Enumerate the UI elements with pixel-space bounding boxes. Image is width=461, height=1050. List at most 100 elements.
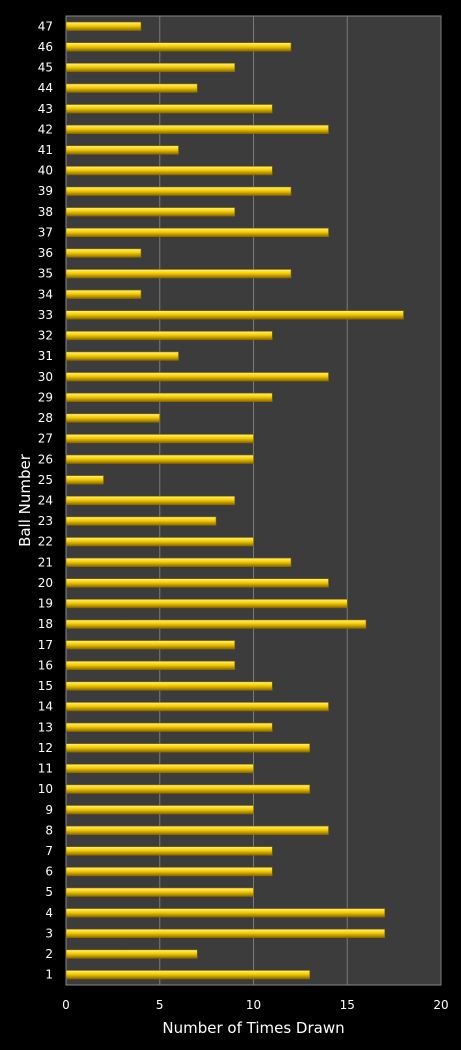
y-axis-ticks: 1234567891011121314151617181920212223242… <box>38 19 53 981</box>
y-tick-label: 9 <box>45 803 53 817</box>
bar <box>65 763 254 774</box>
y-tick-label: 21 <box>38 555 53 569</box>
bar <box>65 186 292 196</box>
y-tick-label: 19 <box>38 597 53 611</box>
bar <box>65 846 273 856</box>
bar <box>65 475 104 485</box>
bar <box>65 928 386 939</box>
bar <box>65 392 273 402</box>
y-tick-label: 4 <box>45 906 53 920</box>
bar <box>65 722 273 732</box>
bar <box>65 289 142 299</box>
bar <box>65 21 142 31</box>
y-tick-label: 22 <box>38 535 53 549</box>
y-tick-label: 29 <box>38 390 53 404</box>
bar <box>65 269 292 279</box>
bar <box>65 640 236 650</box>
x-tick-label: 20 <box>433 998 448 1012</box>
x-axis-ticks: 0 5 10 15 20 <box>62 998 448 1012</box>
x-tick-label: 10 <box>246 998 261 1012</box>
bar <box>65 62 236 73</box>
bar <box>65 207 236 217</box>
bar <box>65 104 273 114</box>
bar <box>65 124 329 134</box>
y-tick-label: 7 <box>45 844 53 858</box>
bar <box>65 42 292 52</box>
y-tick-label: 40 <box>38 164 53 178</box>
y-tick-label: 43 <box>38 102 53 116</box>
y-tick-label: 42 <box>38 122 53 136</box>
bar <box>65 145 179 155</box>
bar <box>65 248 142 258</box>
bar <box>65 310 404 320</box>
y-tick-label: 27 <box>38 432 53 446</box>
y-tick-label: 31 <box>38 349 53 363</box>
y-tick-label: 47 <box>38 19 53 33</box>
y-tick-label: 3 <box>45 926 53 940</box>
x-axis-title: Number of Times Drawn <box>162 1019 344 1037</box>
y-tick-label: 13 <box>38 720 53 734</box>
bar <box>65 516 217 526</box>
y-tick-label: 44 <box>38 81 53 95</box>
y-tick-label: 26 <box>38 452 53 466</box>
y-tick-label: 25 <box>38 473 53 487</box>
y-tick-label: 46 <box>38 40 53 54</box>
bar <box>65 166 273 176</box>
y-tick-label: 8 <box>45 823 53 837</box>
y-tick-label: 37 <box>38 225 53 239</box>
bar <box>65 949 198 959</box>
bar <box>65 83 198 93</box>
bar <box>65 784 311 794</box>
bar <box>65 495 236 506</box>
x-tick-label: 5 <box>156 998 164 1012</box>
y-tick-label: 34 <box>38 287 53 301</box>
bar <box>65 413 161 423</box>
bar <box>65 619 367 629</box>
bar <box>65 434 254 444</box>
y-tick-label: 45 <box>38 61 53 75</box>
y-tick-label: 10 <box>38 782 53 796</box>
x-tick-label: 0 <box>62 998 70 1012</box>
y-tick-label: 6 <box>45 865 53 879</box>
bar <box>65 578 329 588</box>
bar <box>65 908 386 918</box>
y-tick-label: 30 <box>38 370 53 384</box>
bar <box>65 454 254 464</box>
y-tick-label: 38 <box>38 205 53 219</box>
y-tick-label: 11 <box>38 762 53 776</box>
y-axis-title: Ball Number <box>16 453 34 547</box>
y-tick-label: 36 <box>38 246 53 260</box>
bar <box>65 537 254 547</box>
y-tick-label: 17 <box>38 638 53 652</box>
bar <box>65 743 311 753</box>
y-tick-label: 32 <box>38 329 53 343</box>
bar <box>65 227 329 238</box>
y-tick-label: 14 <box>38 700 53 714</box>
x-tick-label: 15 <box>340 998 355 1012</box>
bar <box>65 599 348 609</box>
bar <box>65 351 179 361</box>
y-tick-label: 35 <box>38 267 53 281</box>
bar <box>65 681 273 691</box>
y-tick-label: 28 <box>38 411 53 425</box>
y-tick-label: 2 <box>45 947 53 961</box>
bar <box>65 331 273 341</box>
y-tick-label: 16 <box>38 658 53 672</box>
y-tick-label: 23 <box>38 514 53 528</box>
bar <box>65 660 236 670</box>
bars <box>65 21 404 980</box>
y-tick-label: 33 <box>38 308 53 322</box>
bar <box>65 372 329 382</box>
y-tick-label: 41 <box>38 143 53 157</box>
y-tick-label: 20 <box>38 576 53 590</box>
y-tick-label: 1 <box>45 968 53 982</box>
y-tick-label: 15 <box>38 679 53 693</box>
bar <box>65 557 292 567</box>
y-tick-label: 18 <box>38 617 53 631</box>
y-tick-label: 5 <box>45 885 53 899</box>
bar <box>65 825 329 835</box>
bar <box>65 887 254 897</box>
y-tick-label: 24 <box>38 494 53 508</box>
y-tick-label: 39 <box>38 184 53 198</box>
